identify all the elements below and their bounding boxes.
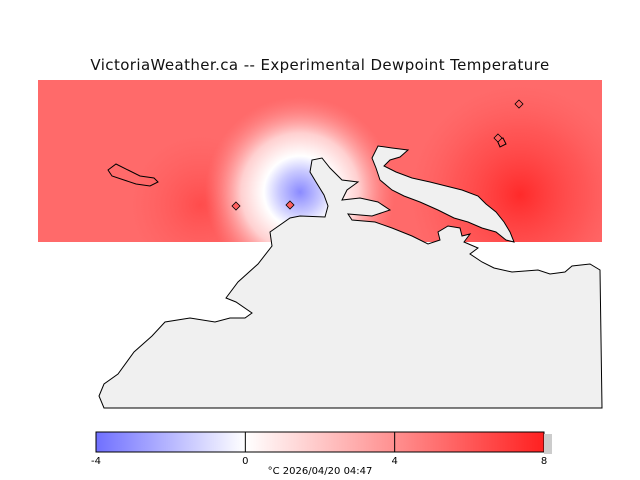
colorbar-tick-label: 8 xyxy=(541,456,547,467)
station-marker xyxy=(514,99,524,109)
colorbar-caption: °C 2026/04/20 04:47 xyxy=(268,466,373,477)
map-title: VictoriaWeather.ca -- Experimental Dewpo… xyxy=(90,56,550,74)
station-marker xyxy=(231,201,241,211)
station-markers xyxy=(231,99,524,211)
station-marker xyxy=(493,133,503,143)
colorbar-tick-label: 4 xyxy=(391,456,397,467)
colorbar-ticks: -4 0 4 8 xyxy=(91,432,547,467)
station-marker xyxy=(285,200,295,210)
island-coast xyxy=(371,145,515,243)
colorbar-tick-label: -4 xyxy=(91,456,101,467)
land-mass xyxy=(98,157,603,409)
colorbar-tick-label: 0 xyxy=(242,456,248,467)
dewpoint-field xyxy=(38,80,602,242)
colorbar-gradient xyxy=(95,431,545,453)
colorbar-shadow xyxy=(544,434,552,454)
small-island xyxy=(107,163,159,187)
colorbar: -4 0 4 8 xyxy=(91,431,552,467)
